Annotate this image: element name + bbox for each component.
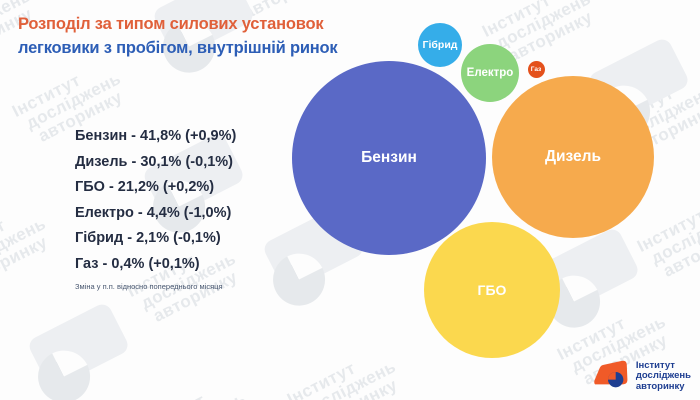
legend-footnote: Зміна у п.п. відносно попереднього місяц… xyxy=(75,282,223,291)
bubble-gaz: Газ xyxy=(527,60,545,78)
brand-logo-line-3: авторинку xyxy=(635,380,685,392)
brand-logo-line-1: Інститут xyxy=(635,359,675,371)
legend-item-gbo: ГБО - 21,2% (+0,2%) xyxy=(75,179,215,195)
bubble-dyzel: Дизель xyxy=(492,76,654,238)
title-line-1: Розподіл за типом силових установок xyxy=(18,15,324,33)
legend-item-gaz: Газ - 0,4% (+0,1%) xyxy=(75,255,200,272)
legend-item-benzin: Бензин - 41,8% (+0,9%) xyxy=(75,128,237,144)
bubble-gbo: ГБО xyxy=(424,222,560,358)
bubble-label: Гібрид xyxy=(422,39,458,51)
bubble-gibrid: Гібрид xyxy=(418,23,462,67)
bubble-label: Бензин xyxy=(361,149,417,166)
bubble-label: Дизель xyxy=(544,148,602,165)
bubble-label: ГБО xyxy=(477,282,507,298)
brand-logo-line-2: досліджень xyxy=(635,370,691,382)
page-title: Розподіл за типом силових установок легк… xyxy=(18,12,338,60)
legend-item-dyzel: Дизель - 30,1% (-0,1%) xyxy=(75,153,234,170)
bubble-label: Електро xyxy=(466,67,514,79)
legend-item-gibrid: Гібрид - 2,1% (-0,1%) xyxy=(75,230,221,246)
bubble-benzin: Бензин xyxy=(292,61,486,255)
brand-logo-text: Інститут досліджень авторинку xyxy=(635,359,691,393)
legend-item-elektro: Електро - 4,4% (-1,0%) xyxy=(75,204,232,221)
legend-list: Бензин - 41,8% (+0,9%) Дизель - 30,1% (-… xyxy=(75,124,236,291)
car-pie-logo-icon xyxy=(592,359,630,394)
bubble-elektro: Електро xyxy=(461,44,519,102)
title-line-2: легковики з пробігом, внутрішній ринок xyxy=(18,39,338,57)
bubble-label: Газ xyxy=(530,65,542,73)
brand-logo: Інститут досліджень авторинку xyxy=(592,359,691,394)
